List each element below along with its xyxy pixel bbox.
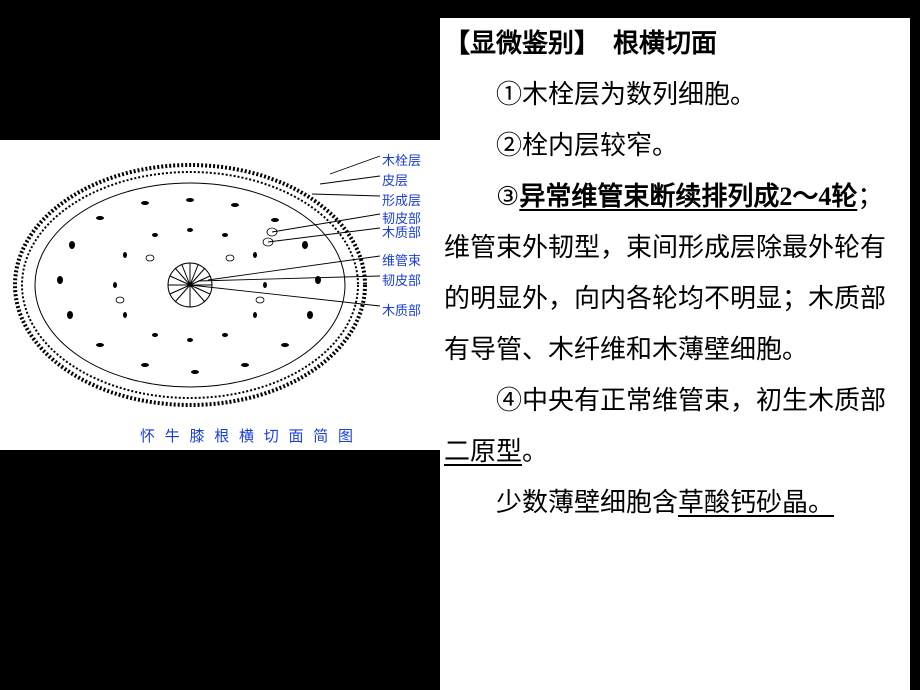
- p4-b: 。: [522, 437, 548, 466]
- p4-underline: 二原型: [444, 437, 522, 466]
- diagram-label: 形成层: [382, 190, 421, 209]
- diagram-label: 木质部: [382, 300, 421, 319]
- diagram-panel: 木栓层皮层形成层韧皮部木质部维管束韧皮部木质部 怀 牛 膝 根 横 切 面 简 …: [0, 140, 440, 450]
- p5-underline: 草酸钙砂晶。: [678, 488, 834, 517]
- diagram-label: 木栓层: [382, 150, 421, 169]
- point-1: ①木栓层为数列细胞。: [444, 69, 902, 120]
- diagram-label: 木质部: [382, 222, 421, 241]
- p5-a: 少数薄壁细胞含: [496, 488, 678, 517]
- heading-text: 根横切面: [587, 29, 717, 58]
- diagram-label: 韧皮部: [382, 270, 421, 289]
- point-3: ③异常维管束断续排列成2～4轮；维管束外韧型，束间形成层除最外轮有的明显外，向内…: [444, 171, 902, 375]
- point-5: 少数薄壁细胞含草酸钙砂晶。: [444, 477, 902, 528]
- point-4: ④中央有正常维管束，初生木质部二原型。: [444, 375, 902, 477]
- section-heading: 【显微鉴别】 根横切面: [444, 18, 902, 69]
- point-2: ②栓内层较窄。: [444, 120, 902, 171]
- p3-num: ③: [496, 182, 519, 211]
- diagram-caption: 怀 牛 膝 根 横 切 面 简 图: [140, 425, 356, 446]
- p4-a: ④中央有正常维管束，初生木质部: [496, 386, 886, 415]
- diagram-label: 维管束: [382, 250, 421, 269]
- diagram-label: 皮层: [382, 170, 408, 189]
- text-panel: 【显微鉴别】 根横切面 ①木栓层为数列细胞。 ②栓内层较窄。 ③异常维管束断续排…: [440, 0, 920, 690]
- p3-underline: 异常维管束断续排列成2～4轮: [519, 182, 857, 211]
- heading-bracket: 【显微鉴别】: [444, 29, 587, 58]
- cross-section-diagram: [0, 140, 440, 450]
